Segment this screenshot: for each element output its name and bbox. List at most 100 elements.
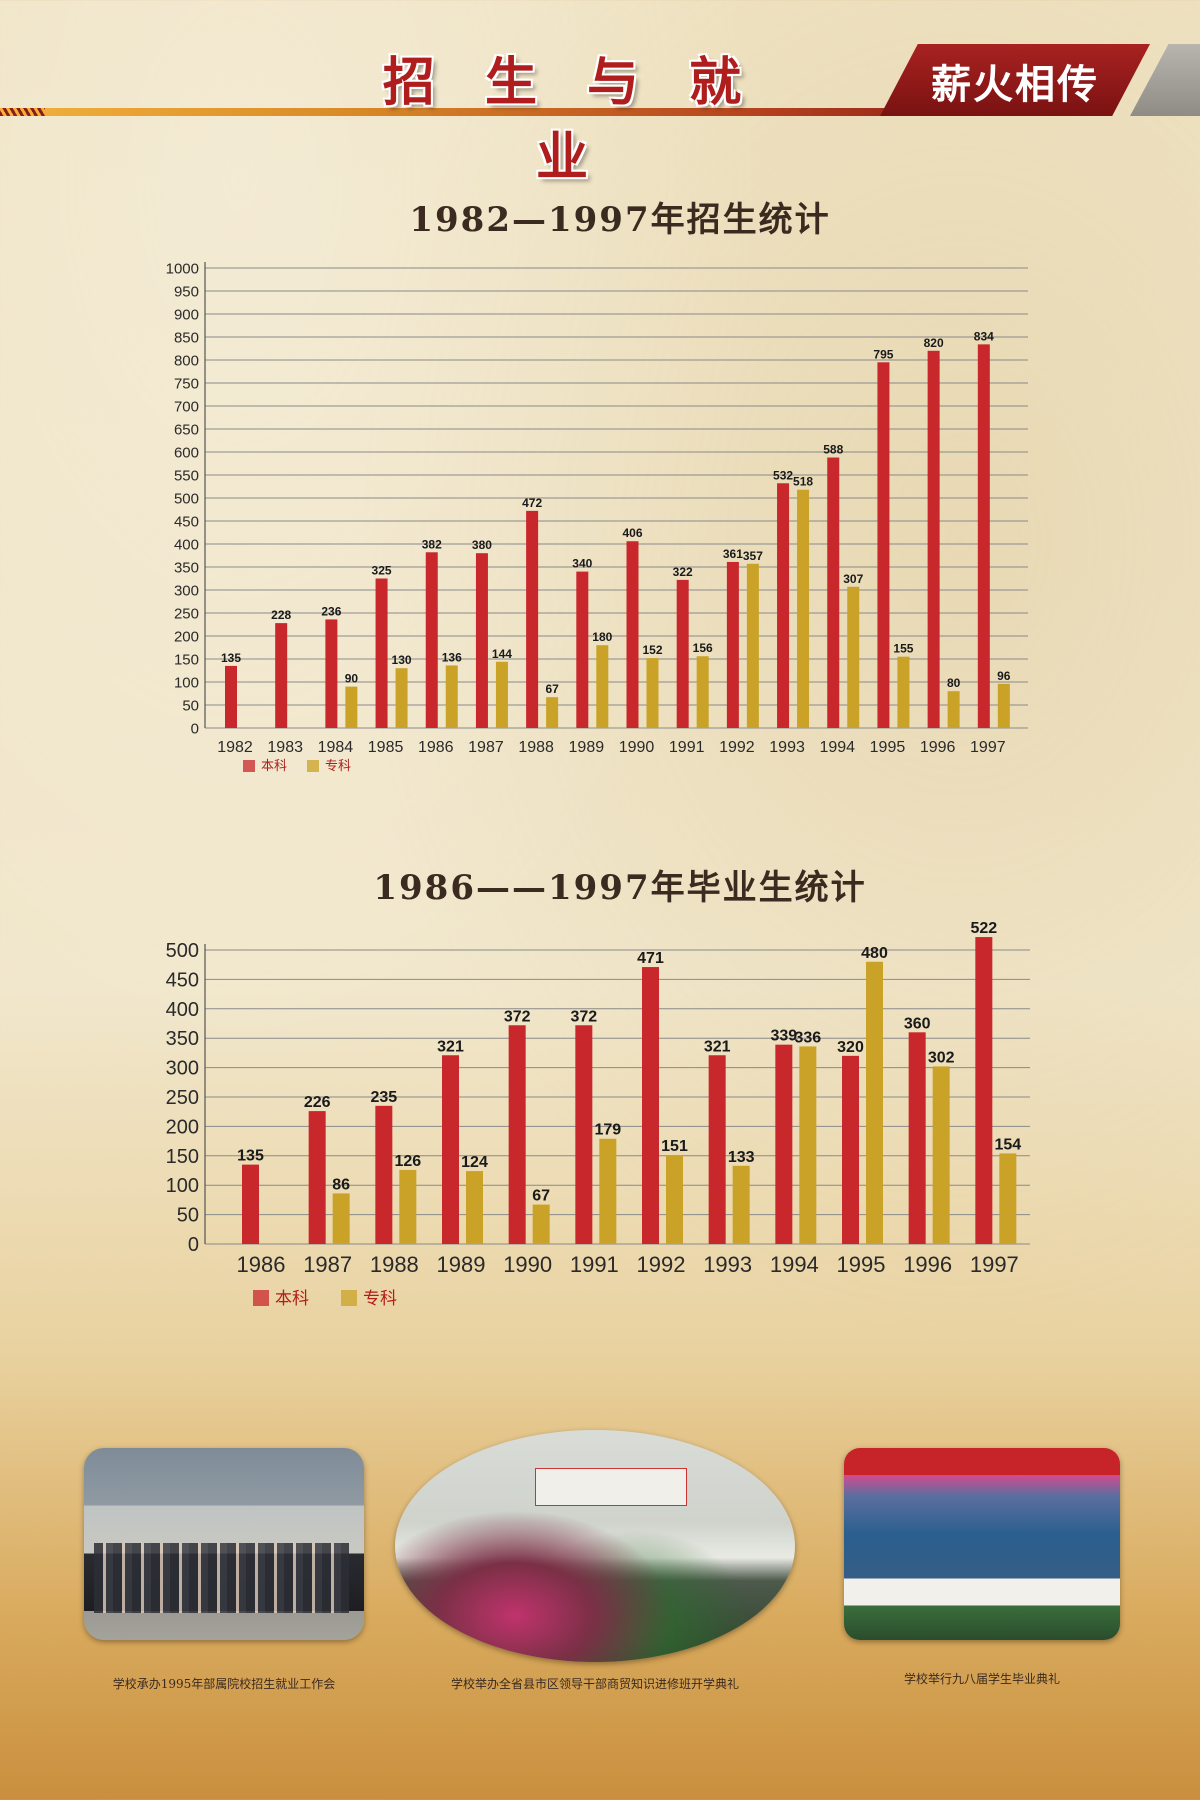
photo-crowd [94, 1543, 349, 1613]
enrollment-chart-title: 1982—1997年招生统计 [409, 200, 831, 240]
bar-benke [642, 967, 659, 1244]
data-label: 96 [997, 669, 1011, 683]
enrollment-chart: 0 50 100 150 200 250 300 350 400 450 500 550 600 650 7… [166, 260, 1028, 774]
y-tick-label: 300 [174, 582, 199, 599]
legend-label: 专科 [363, 1289, 397, 1309]
data-label: 795 [873, 347, 893, 361]
data-label: 372 [504, 1008, 531, 1025]
data-label: 67 [532, 1188, 550, 1205]
data-label: 86 [332, 1176, 350, 1193]
legend-swatch-benke [253, 1290, 269, 1306]
data-label: 339 [770, 1028, 797, 1045]
bar-zhuanke [546, 697, 559, 728]
x-tick-label: 1993 [703, 1252, 752, 1277]
y-tick-label: 450 [174, 513, 199, 530]
x-tick-label: 1982 [217, 739, 253, 756]
bar-zhuanke [445, 665, 458, 728]
header-hatch [0, 108, 45, 116]
bar-benke [827, 457, 840, 728]
header-divider [0, 108, 1000, 116]
header: 招 生 与 就 业 薪火相传 [0, 0, 1200, 188]
bar-benke [575, 1025, 593, 1244]
data-label: 834 [974, 329, 994, 343]
y-tick-label: 400 [166, 999, 199, 1021]
data-label: 382 [422, 537, 442, 551]
data-label: 226 [304, 1094, 331, 1111]
bar-benke [726, 561, 739, 728]
data-label: 156 [693, 641, 713, 655]
bar-benke [927, 350, 940, 728]
y-tick-label: 600 [174, 444, 199, 461]
x-tick-label: 1991 [570, 1252, 619, 1277]
data-label: 152 [642, 643, 662, 657]
x-tick-label: 1993 [769, 739, 805, 756]
data-label: 235 [370, 1089, 397, 1106]
photo-caption: 学校举行九八届学生毕业典礼 [903, 1672, 1060, 1686]
data-label: 321 [704, 1038, 731, 1055]
bar-zhuanke [596, 645, 609, 728]
bar-zhuanke [599, 1138, 617, 1244]
bar-zhuanke [666, 1155, 683, 1244]
graduates-chart-title: 1986——1997年毕业生统计 [373, 868, 867, 908]
x-tick-label: 1986 [418, 739, 454, 756]
bar-benke [375, 1105, 393, 1244]
bar-benke [325, 619, 338, 728]
bar-benke [676, 579, 689, 728]
bar-benke [908, 1032, 926, 1244]
legend-label: 本科 [275, 1289, 309, 1309]
data-label: 325 [372, 564, 392, 578]
y-tick-label: 700 [174, 398, 199, 415]
bar-zhuanke [495, 661, 508, 728]
legend-swatch-zhuanke [341, 1290, 357, 1306]
x-tick-label: 1987 [468, 739, 504, 756]
y-tick-label: 50 [177, 1205, 199, 1227]
data-label: 518 [793, 475, 813, 489]
y-tick-label: 300 [166, 1058, 199, 1080]
x-tick-label: 1984 [318, 739, 354, 756]
data-label: 80 [947, 676, 961, 690]
x-tick-label: 1995 [870, 739, 906, 756]
photo-work-conference [84, 1448, 364, 1640]
x-tick-label: 1985 [368, 739, 404, 756]
data-label: 144 [492, 647, 512, 661]
bar-benke [626, 541, 639, 728]
data-label: 155 [893, 642, 913, 656]
photo-opening-ceremony [395, 1430, 795, 1662]
data-label: 522 [970, 920, 997, 937]
data-label: 588 [823, 443, 843, 457]
x-tick-label: 1997 [970, 1252, 1019, 1277]
bar-zhuanke [947, 691, 960, 728]
x-tick-label: 1994 [770, 1252, 819, 1277]
data-label: 357 [743, 549, 763, 563]
data-label: 372 [570, 1008, 597, 1025]
y-tick-label: 750 [174, 375, 199, 392]
y-tick-label: 350 [166, 1028, 199, 1050]
data-label: 130 [392, 653, 412, 667]
legend-swatch-zhuanke [307, 760, 319, 772]
bar-benke [842, 1055, 859, 1244]
bar-zhuanke [847, 586, 860, 728]
y-tick-label: 100 [166, 1175, 199, 1197]
data-label: 236 [321, 604, 341, 618]
data-label: 320 [837, 1039, 864, 1056]
bar-benke [977, 344, 990, 728]
bar-zhuanke [799, 1046, 817, 1244]
x-tick-label: 1988 [370, 1252, 419, 1277]
bar-zhuanke [997, 683, 1010, 728]
y-tick-label: 50 [182, 697, 199, 714]
data-label: 480 [861, 945, 888, 962]
bar-zhuanke [332, 1193, 350, 1244]
x-tick-label: 1997 [970, 739, 1006, 756]
data-label: 360 [904, 1015, 931, 1032]
y-tick-label: 0 [188, 1234, 199, 1256]
y-tick-label: 0 [191, 720, 199, 737]
bar-benke [225, 665, 237, 728]
x-tick-label: 1992 [719, 739, 755, 756]
data-label: 136 [442, 650, 462, 664]
y-tick-label: 250 [166, 1087, 199, 1109]
data-label: 67 [545, 682, 559, 696]
x-tick-label: 1990 [619, 739, 655, 756]
y-tick-label: 950 [174, 283, 199, 300]
data-label: 321 [437, 1038, 464, 1055]
bar-zhuanke [696, 656, 709, 728]
